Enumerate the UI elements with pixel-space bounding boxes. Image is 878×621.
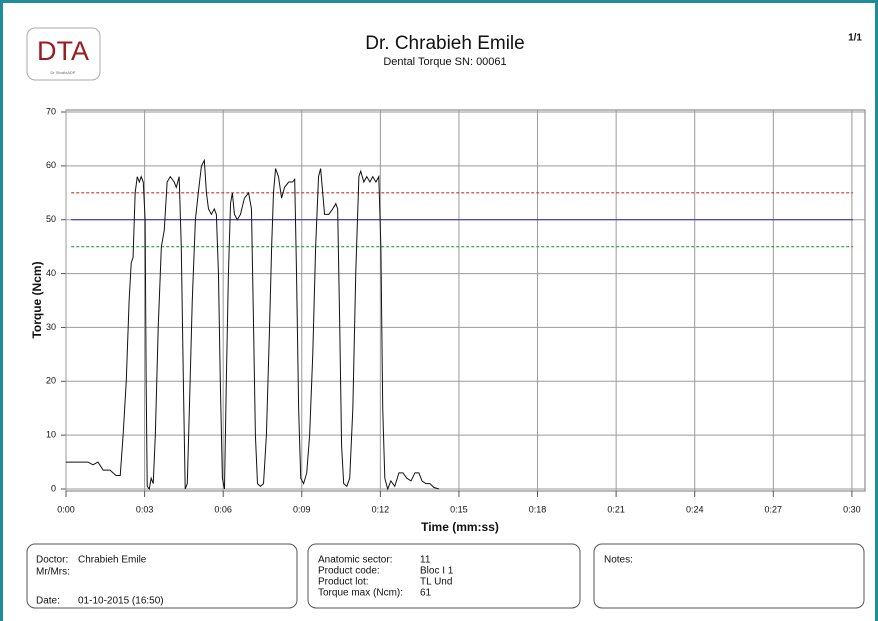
y-tick-label: 0 xyxy=(51,483,56,493)
y-tick-label: 60 xyxy=(46,160,56,170)
y-axis-label: Torque (Ncm) xyxy=(30,261,44,338)
field-value: 11 xyxy=(420,555,431,566)
field-value: Chrabieh Emile xyxy=(78,555,147,566)
field-label: Torque max (Ncm): xyxy=(318,588,403,599)
field-value: Bloc I 1 xyxy=(420,566,454,577)
subtitle: Dental Torque SN: 00061 xyxy=(383,56,506,68)
info-box xyxy=(26,543,298,609)
x-tick-label: 0:30 xyxy=(843,504,861,514)
x-tick-label: 0:18 xyxy=(529,504,547,514)
x-tick-label: 0:09 xyxy=(293,504,311,514)
x-tick-label: 0:27 xyxy=(765,504,783,514)
field-label: Anatomic sector: xyxy=(318,555,392,566)
y-tick-label: 20 xyxy=(46,376,56,386)
x-tick-label: 0:12 xyxy=(372,504,390,514)
x-tick-label: 0:24 xyxy=(686,504,704,514)
y-tick-label: 50 xyxy=(46,214,56,224)
torque-line xyxy=(66,158,440,491)
field-value: 61 xyxy=(420,588,432,599)
x-tick-label: 0:00 xyxy=(57,504,75,514)
x-tick-label: 0:06 xyxy=(214,504,232,514)
y-tick-label: 40 xyxy=(46,268,56,278)
field-label: Doctor: xyxy=(36,555,68,566)
x-tick-label: 0:15 xyxy=(450,504,468,514)
field-label: Date: xyxy=(36,596,60,607)
y-tick-label: 10 xyxy=(46,430,56,440)
field-label: Product lot: xyxy=(318,577,369,588)
logo: DTA xyxy=(37,36,89,66)
logo-box xyxy=(26,27,101,81)
field-label: Notes: xyxy=(604,555,633,566)
info-box xyxy=(593,543,865,609)
field-label: Product code: xyxy=(318,566,380,577)
title: Dr. Chrabieh Emile xyxy=(365,33,524,54)
field-value: 01-10-2015 (16:50) xyxy=(78,596,164,607)
y-tick-label: 70 xyxy=(46,106,56,116)
info-box xyxy=(307,543,581,609)
x-tick-label: 0:03 xyxy=(136,504,154,514)
x-axis-label: Time (mm:ss) xyxy=(421,520,499,534)
page-number: 1/1 xyxy=(848,33,862,44)
logo-caption: Dr StudioADP xyxy=(51,70,76,75)
field-label: Mr/Mrs: xyxy=(36,567,70,578)
y-tick-label: 30 xyxy=(46,322,56,332)
x-tick-label: 0:21 xyxy=(607,504,625,514)
field-value: TL Und xyxy=(420,577,452,588)
